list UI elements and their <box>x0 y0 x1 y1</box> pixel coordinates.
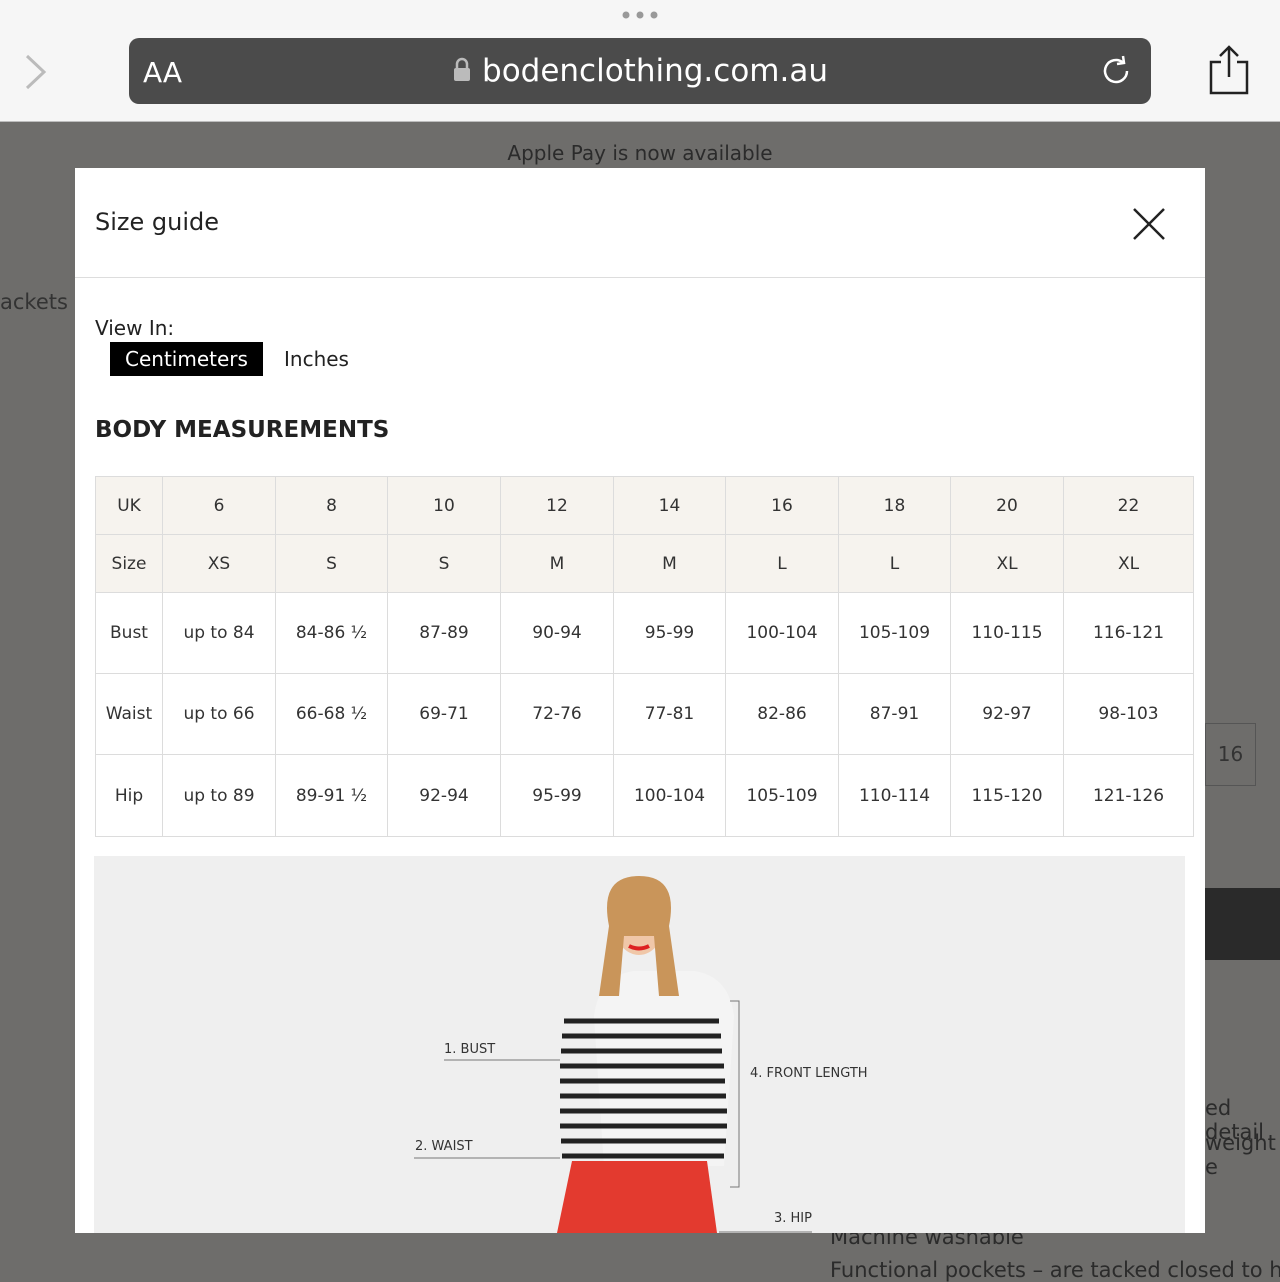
figure-label: 2. WAIST <box>415 1139 473 1154</box>
table-cell: 98-103 <box>1063 673 1194 755</box>
table-cell: 100-104 <box>725 592 839 674</box>
table-cell: 72-76 <box>500 673 614 755</box>
detail-text: weight e <box>1205 1131 1276 1179</box>
size-option[interactable]: 16 <box>1205 723 1256 786</box>
table-cell: 115-120 <box>950 754 1064 837</box>
table-cell: 12 <box>500 476 614 535</box>
table-cell: 110-114 <box>838 754 951 837</box>
figure-label: 3. HIP <box>774 1211 812 1226</box>
table-cell: S <box>387 534 501 593</box>
table-cell: 8 <box>275 476 388 535</box>
table-cell: L <box>838 534 951 593</box>
modal-title: Size guide <box>95 208 220 236</box>
table-cell: 87-89 <box>387 592 501 674</box>
lock-icon <box>454 57 471 81</box>
table-row: Waist up to 66 66-68 ½ 69-71 72-76 77-81 82-86… <box>95 673 1194 755</box>
table-cell: 16 <box>725 476 839 535</box>
table-cell: 84-86 ½ <box>275 592 388 674</box>
table-cell: M <box>613 534 726 593</box>
table-cell: 89-91 ½ <box>275 754 388 837</box>
table-cell: M <box>500 534 614 593</box>
table-cell: 77-81 <box>613 673 726 755</box>
table-cell: 90-94 <box>500 592 614 674</box>
reload-button[interactable] <box>1099 53 1135 89</box>
breadcrumb[interactable]: ackets <box>0 290 68 314</box>
table-cell: 110-115 <box>950 592 1064 674</box>
row-header: Bust <box>95 592 163 674</box>
tab-dots <box>622 11 658 19</box>
table-cell: 95-99 <box>500 754 614 837</box>
banner: Apple Pay is now available <box>507 141 773 165</box>
table-cell: 14 <box>613 476 726 535</box>
row-header: Size <box>95 534 163 593</box>
table-cell: 105-109 <box>725 754 839 837</box>
table-cell: L <box>725 534 839 593</box>
divider <box>75 277 1205 278</box>
table-cell: XS <box>162 534 276 593</box>
url-text: bodenclothing.com.au <box>482 53 828 89</box>
size-guide-modal: Size guide View In: Centimeters Inches B… <box>75 168 1205 1233</box>
browser-toolbar: AA bodenclothing.com.au <box>0 0 1280 122</box>
table-cell: 116-121 <box>1063 592 1194 674</box>
address-bar[interactable]: AA bodenclothing.com.au <box>129 38 1151 104</box>
text-size-button[interactable]: AA <box>143 56 183 89</box>
table-row: Bust up to 84 84-86 ½ 87-89 90-94 95-99 100-10… <box>95 592 1194 674</box>
table-cell: 10 <box>387 476 501 535</box>
table-cell: XL <box>1063 534 1194 593</box>
bullet: Functional pockets – are tacked closed t… <box>830 1258 1280 1282</box>
table-row: Hip up to 89 89-91 ½ 92-94 95-99 100-104 105-1… <box>95 754 1194 837</box>
add-to-bag-button[interactable] <box>1205 888 1280 960</box>
url: bodenclothing.com.au <box>129 53 1151 89</box>
size-table: UK 6 8 10 12 14 16 18 20 22 Size XS S S M M L L XL XL Bust up… <box>95 476 1194 837</box>
table-cell: 105-109 <box>838 592 951 674</box>
table-cell: 22 <box>1063 476 1194 535</box>
table-cell: up to 89 <box>162 754 276 837</box>
forward-button[interactable] <box>22 52 52 92</box>
row-header: Waist <box>95 673 163 755</box>
table-cell: 87-91 <box>838 673 951 755</box>
table-cell: up to 66 <box>162 673 276 755</box>
figure-label: 1. BUST <box>444 1042 496 1057</box>
unit-toggle[interactable]: Inches <box>284 347 349 371</box>
detail-text: ed detail <box>1205 1096 1265 1144</box>
section-title: BODY MEASUREMENTS <box>95 417 390 443</box>
table-row: UK 6 8 10 12 14 16 18 20 22 <box>95 476 1194 535</box>
row-header: Hip <box>95 754 163 837</box>
table-cell: XL <box>950 534 1064 593</box>
table-cell: up to 84 <box>162 592 276 674</box>
table-cell: 92-94 <box>387 754 501 837</box>
table-cell: 69-71 <box>387 673 501 755</box>
table-row: Size XS S S M M L L XL XL <box>95 534 1194 593</box>
measurement-figure: 1. BUST 2. WAIST 3. HIP 4. FRONT LENGTH <box>94 856 1185 1233</box>
table-cell: 95-99 <box>613 592 726 674</box>
figure-label: 4. FRONT LENGTH <box>750 1066 868 1081</box>
table-cell: 100-104 <box>613 754 726 837</box>
table-cell: 18 <box>838 476 951 535</box>
share-button[interactable] <box>1206 44 1252 96</box>
model-illustration <box>414 876 812 1233</box>
view-in-label: View In: <box>95 316 175 340</box>
table-cell: 20 <box>950 476 1064 535</box>
table-cell: 82-86 <box>725 673 839 755</box>
table-cell: 121-126 <box>1063 754 1194 837</box>
table-cell: 6 <box>162 476 276 535</box>
unit-toggle[interactable]: Centimeters <box>110 342 263 376</box>
table-cell: 92-97 <box>950 673 1064 755</box>
table-cell: 66-68 ½ <box>275 673 388 755</box>
table-cell: S <box>275 534 388 593</box>
close-button[interactable] <box>1131 206 1167 242</box>
row-header: UK <box>95 476 163 535</box>
